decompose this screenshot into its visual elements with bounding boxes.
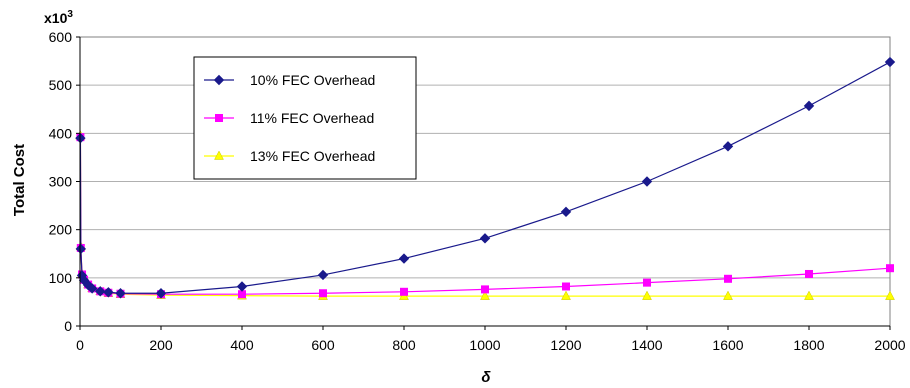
data-point bbox=[724, 274, 732, 283]
legend-marker bbox=[214, 150, 224, 160]
data-point bbox=[722, 141, 734, 152]
x-tick-label: 400 bbox=[230, 337, 254, 353]
data-point bbox=[236, 281, 248, 292]
data-point bbox=[642, 290, 652, 300]
legend-entry: 13% FEC Overhead bbox=[204, 148, 375, 164]
legend-entry: 11% FEC Overhead bbox=[204, 110, 374, 126]
y-tick-label: 500 bbox=[49, 77, 73, 93]
data-point bbox=[95, 286, 106, 297]
y-axis-title: Total Cost bbox=[11, 144, 28, 216]
legend: 10% FEC Overhead 11% FEC Overhead 13% FEC … bbox=[193, 56, 417, 180]
data-point bbox=[115, 288, 126, 299]
data-point bbox=[86, 283, 98, 294]
data-point bbox=[238, 290, 246, 299]
data-point bbox=[641, 176, 653, 187]
data-point bbox=[803, 100, 815, 112]
x-tick-label: 1000 bbox=[469, 337, 500, 353]
data-point bbox=[75, 243, 87, 255]
data-point bbox=[103, 287, 114, 298]
data-point bbox=[561, 290, 571, 300]
x-tick-label: 1200 bbox=[550, 337, 581, 353]
legend-entry: 10% FEC Overhead bbox=[204, 72, 375, 88]
data-point bbox=[155, 288, 167, 299]
x-tick-label: 1800 bbox=[793, 337, 824, 353]
x-tick-label: 600 bbox=[311, 337, 335, 353]
data-point bbox=[317, 269, 329, 281]
legend-label: 11% FEC Overhead bbox=[250, 110, 374, 126]
data-point bbox=[400, 287, 408, 296]
y-tick-label: 200 bbox=[49, 222, 73, 238]
data-point bbox=[398, 253, 410, 264]
legend-marker bbox=[213, 74, 225, 86]
y-tick-label: 400 bbox=[49, 125, 73, 141]
data-point bbox=[562, 282, 570, 291]
data-point bbox=[804, 290, 814, 300]
data-point bbox=[319, 289, 327, 298]
x-tick-label: 1600 bbox=[712, 337, 743, 353]
data-point bbox=[481, 285, 489, 294]
x-tick-label: 800 bbox=[392, 337, 416, 353]
data-point bbox=[723, 290, 733, 300]
y-multiplier-label: x103 bbox=[44, 9, 73, 26]
axes bbox=[76, 36, 891, 330]
series-layer bbox=[75, 56, 896, 300]
data-point bbox=[479, 233, 491, 244]
data-point bbox=[886, 264, 894, 273]
x-tick-label: 0 bbox=[76, 337, 84, 353]
data-point bbox=[560, 206, 572, 218]
y-tick-label: 0 bbox=[64, 318, 72, 334]
legend-label: 10% FEC Overhead bbox=[250, 72, 375, 88]
data-point bbox=[805, 269, 813, 278]
legend-label: 13% FEC Overhead bbox=[250, 148, 375, 164]
x-axis-title: δ bbox=[481, 369, 491, 386]
legend-marker bbox=[215, 114, 223, 122]
y-tick-label: 300 bbox=[49, 174, 73, 190]
data-point bbox=[884, 56, 896, 68]
data-point bbox=[480, 290, 490, 300]
y-tick-label: 600 bbox=[49, 29, 73, 45]
x-tick-label: 200 bbox=[149, 337, 173, 353]
data-point bbox=[885, 290, 895, 300]
x-tick-label: 1400 bbox=[631, 337, 662, 353]
tick-labels: 0 200 400 600 800 1000 1200 1400 1600 1800 2000 0 10… bbox=[49, 29, 906, 353]
x-tick-label: 2000 bbox=[874, 337, 905, 353]
data-point bbox=[643, 278, 651, 287]
y-tick-label: 100 bbox=[49, 270, 73, 286]
series-1 bbox=[75, 56, 896, 299]
